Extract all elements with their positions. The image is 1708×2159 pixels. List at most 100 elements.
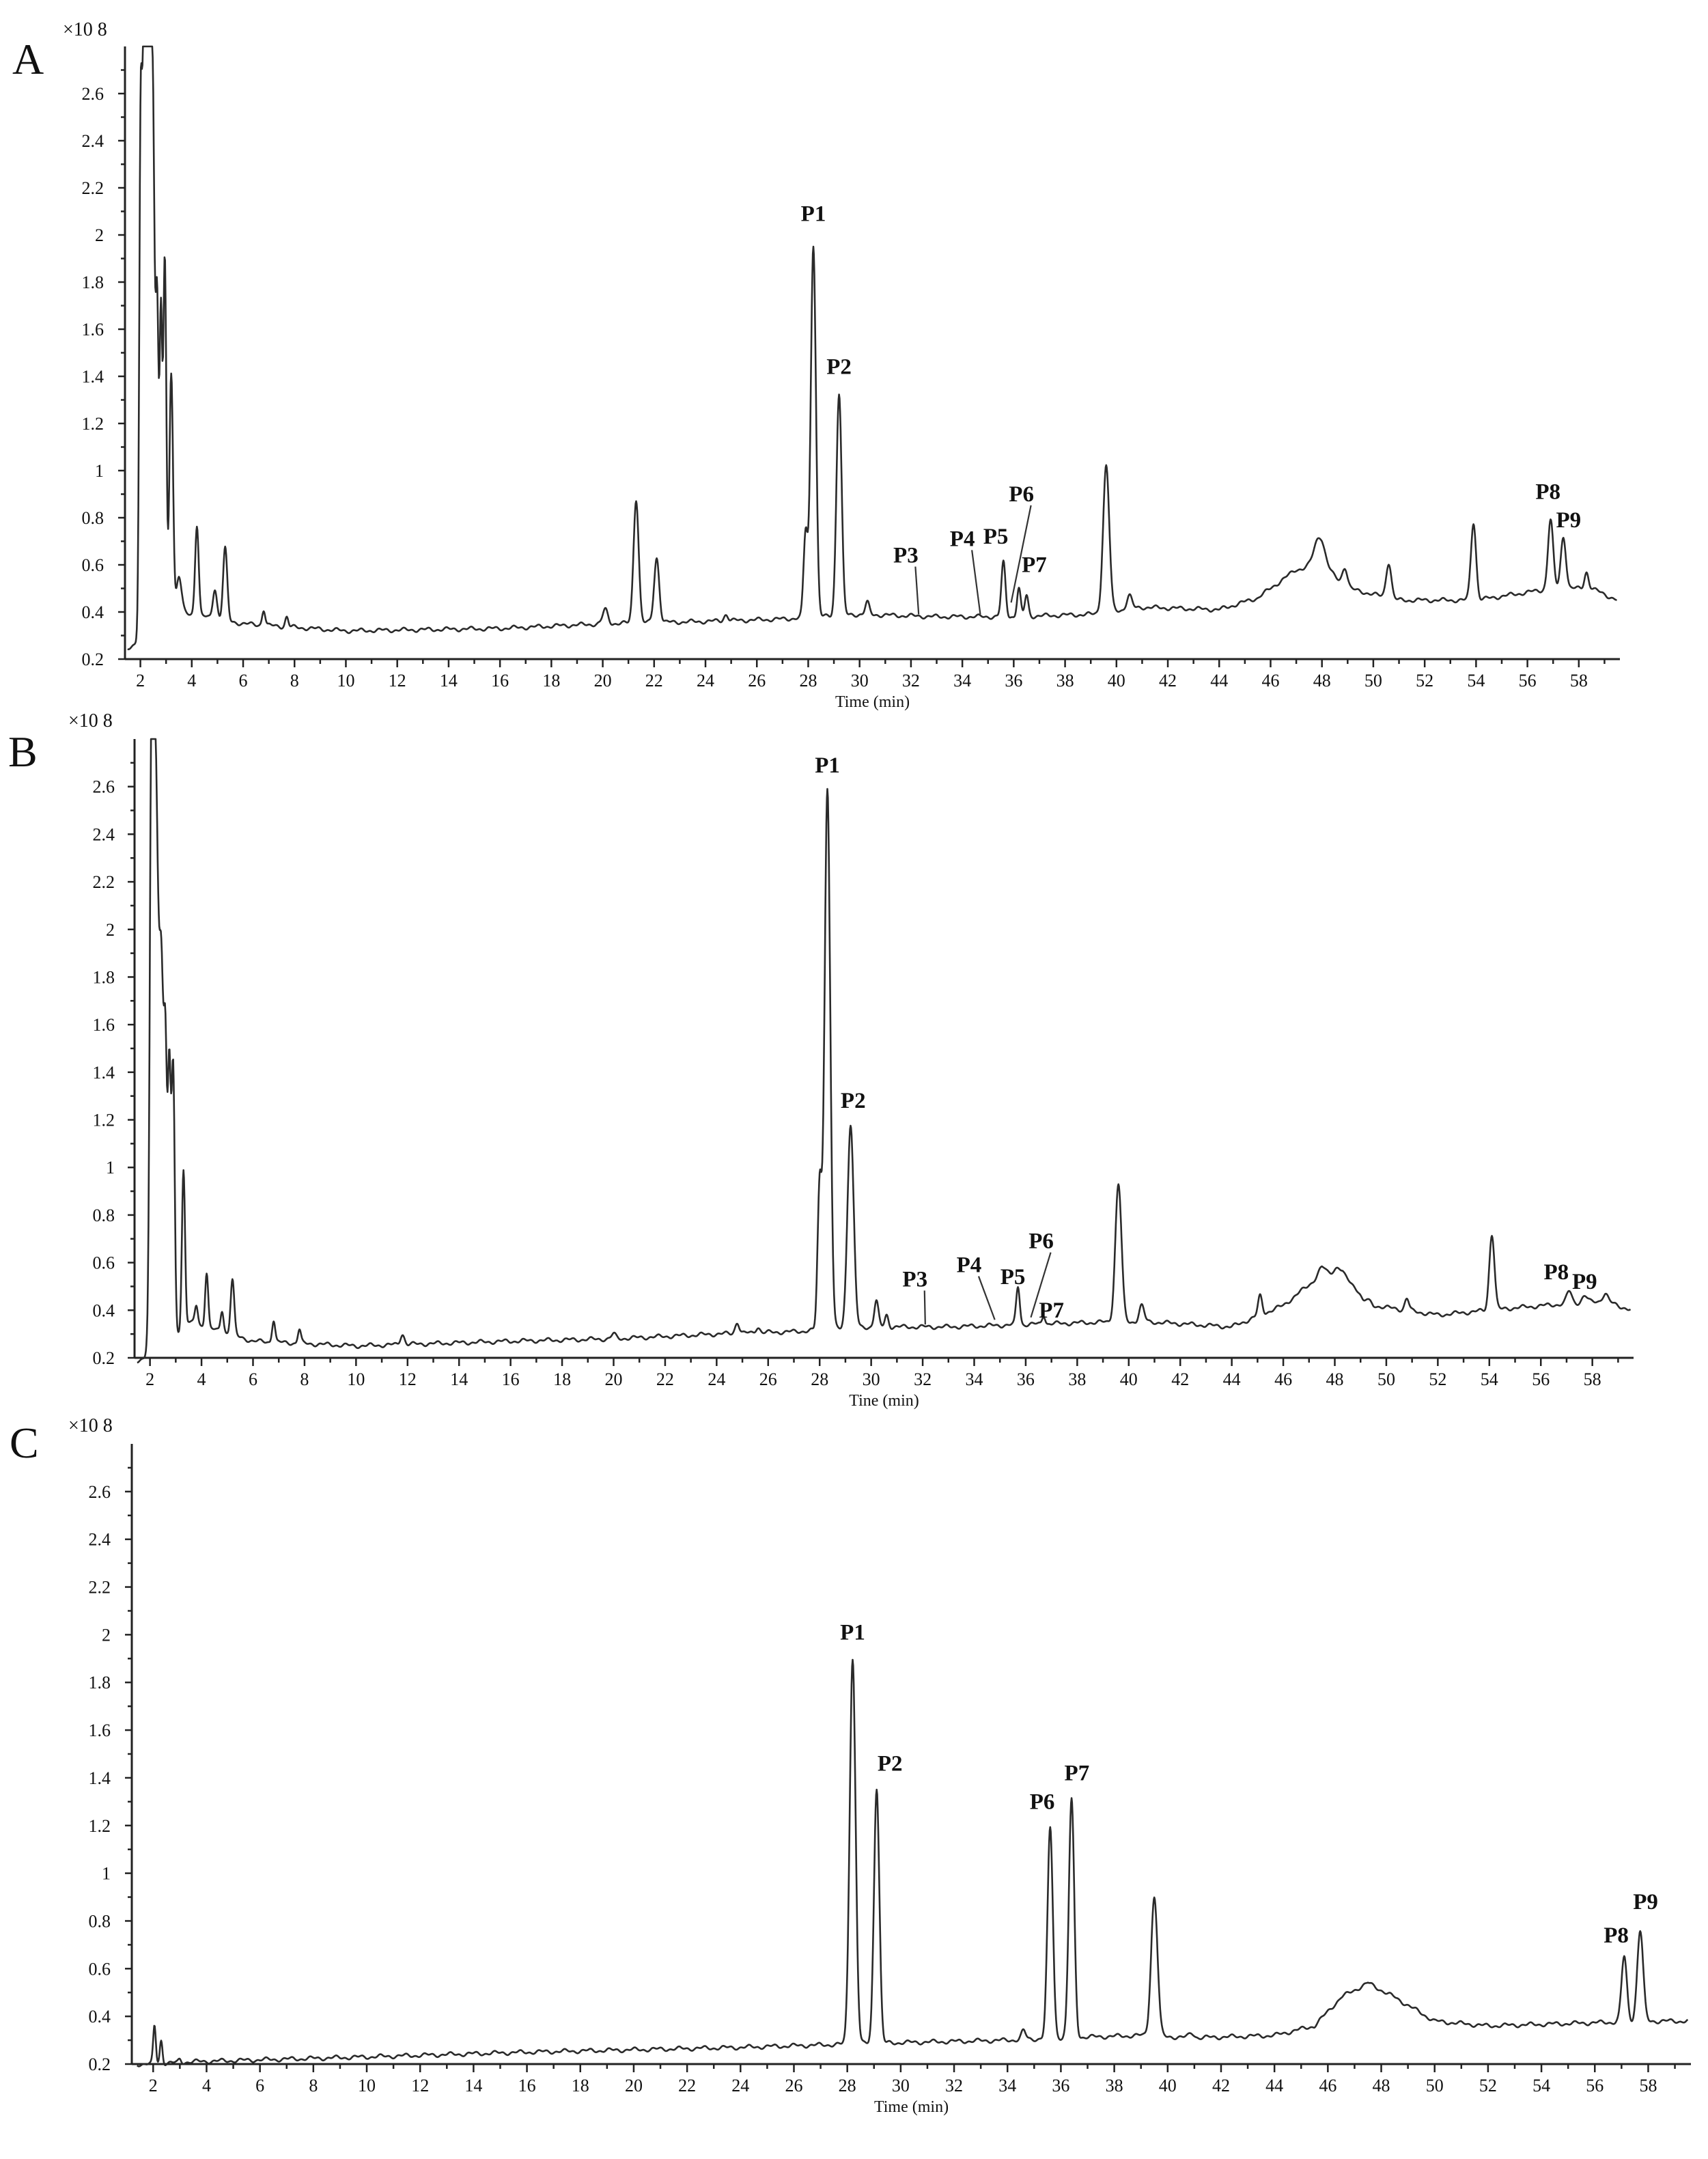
x-tick-label: 38	[1056, 671, 1074, 691]
x-tick-label: 6	[249, 1369, 257, 1389]
y-tick-label: 1.4	[82, 367, 104, 387]
x-tick-label: 42	[1159, 671, 1177, 691]
x-tick-label: 24	[708, 1369, 725, 1389]
x-axis-title: Time (min)	[835, 693, 910, 711]
y-scale-multiplier: ×10 8	[68, 1415, 113, 1436]
y-tick-label: 0.2	[89, 2054, 111, 2074]
x-tick-label: 18	[542, 671, 560, 691]
x-tick-label: 8	[300, 1369, 309, 1389]
x-tick-label: 34	[966, 1369, 983, 1389]
x-tick-label: 54	[1467, 671, 1485, 691]
y-tick-label: 1.6	[89, 1721, 111, 1740]
y-tick-label: 2.6	[89, 1482, 111, 1502]
peak-label: P6	[1009, 482, 1034, 507]
peak-label: P7	[1065, 1761, 1090, 1785]
x-tick-label: 32	[914, 1369, 932, 1389]
x-tick-label: 56	[1586, 2076, 1604, 2095]
peak-leader-line	[1030, 1252, 1052, 1318]
x-tick-label: 48	[1313, 671, 1331, 691]
x-tick-label: 36	[1017, 1369, 1035, 1389]
x-tick-label: 26	[759, 1369, 777, 1389]
x-tick-label: 40	[1159, 2076, 1177, 2095]
x-tick-label: 10	[347, 1369, 365, 1389]
x-tick-label: 38	[1106, 2076, 1123, 2095]
y-tick-label: 1.2	[89, 1816, 111, 1836]
x-tick-label: 14	[440, 671, 458, 691]
y-tick-label: 1.4	[93, 1063, 115, 1083]
x-tick-label: 30	[863, 1369, 880, 1389]
peak-label: P6	[1028, 1229, 1054, 1254]
peak-label: P7	[1039, 1298, 1064, 1323]
peak-label: P1	[801, 201, 826, 226]
x-tick-label: 32	[945, 2076, 963, 2095]
x-tick-label: 42	[1171, 1369, 1189, 1389]
x-tick-label: 36	[1005, 671, 1022, 691]
x-tick-label: 28	[811, 1369, 828, 1389]
x-tick-label: 16	[491, 671, 509, 691]
peak-label: P1	[815, 753, 840, 778]
x-tick-label: 6	[255, 2076, 264, 2095]
peak-label: P9	[1572, 1270, 1597, 1294]
peak-label: P4	[957, 1253, 982, 1278]
x-tick-label: 6	[239, 671, 248, 691]
y-tick-label: 2	[95, 225, 104, 245]
x-tick-label: 56	[1532, 1369, 1550, 1389]
x-tick-label: 44	[1265, 2076, 1283, 2095]
peak-label: P8	[1535, 479, 1560, 504]
x-tick-label: 44	[1210, 671, 1228, 691]
peak-label: P9	[1633, 1890, 1658, 1914]
y-tick-label: 0.8	[82, 508, 104, 528]
peak-label: P4	[950, 527, 975, 551]
x-tick-label: 32	[902, 671, 920, 691]
x-tick-label: 56	[1519, 671, 1537, 691]
peak-label: P2	[841, 1089, 866, 1113]
y-tick-label: 1	[102, 1864, 111, 1884]
x-tick-label: 54	[1532, 2076, 1550, 2095]
peak-label: P5	[983, 525, 1009, 549]
y-tick-label: 2.2	[82, 178, 104, 198]
peak-leader-line	[971, 550, 981, 615]
chromatogram-panel-b: 0.20.40.60.811.21.41.61.822.22.42.62 4 6 8 1…	[68, 710, 1634, 1410]
x-tick-label: 30	[892, 2076, 910, 2095]
y-tick-label: 0.6	[93, 1253, 115, 1273]
peak-label: P8	[1604, 1923, 1629, 1948]
x-tick-label: 2	[145, 1369, 154, 1389]
peak-label: P1	[840, 1620, 865, 1645]
y-tick-label: 2.4	[89, 1530, 111, 1550]
x-tick-label: 48	[1326, 1369, 1344, 1389]
x-tick-label: 8	[290, 671, 299, 691]
x-tick-label: 48	[1373, 2076, 1390, 2095]
x-tick-label: 28	[799, 671, 817, 691]
x-tick-label: 52	[1429, 1369, 1446, 1389]
x-tick-label: 58	[1570, 671, 1588, 691]
x-tick-label: 20	[594, 671, 612, 691]
x-tick-label: 2	[149, 2076, 158, 2095]
peak-leader-line	[1010, 505, 1032, 603]
x-tick-label: 18	[572, 2076, 589, 2095]
x-tick-label: 44	[1223, 1369, 1241, 1389]
x-tick-label: 18	[553, 1369, 571, 1389]
x-tick-label: 22	[678, 2076, 696, 2095]
chromatogram-panel-c: 0.20.40.60.811.21.41.61.822.22.42.62 4 6 8 1…	[68, 1415, 1691, 2116]
x-tick-label: 12	[411, 2076, 429, 2095]
x-tick-label: 26	[748, 671, 766, 691]
x-tick-label: 8	[309, 2076, 318, 2095]
x-tick-label: 14	[450, 1369, 468, 1389]
x-tick-label: 28	[839, 2076, 856, 2095]
x-tick-label: 38	[1068, 1369, 1086, 1389]
x-tick-label: 34	[998, 2076, 1016, 2095]
x-tick-label: 24	[731, 2076, 749, 2095]
y-tick-label: 0.4	[89, 2007, 111, 2026]
chromatogram-trace	[137, 738, 1632, 1364]
panel-b-letter: B	[8, 727, 38, 776]
y-tick-label: 1.2	[93, 1111, 115, 1130]
peak-label: P6	[1030, 1789, 1055, 1814]
x-tick-label: 46	[1274, 1369, 1292, 1389]
x-tick-label: 58	[1584, 1369, 1601, 1389]
peak-label: P7	[1022, 553, 1047, 577]
x-tick-label: 20	[604, 1369, 622, 1389]
y-tick-label: 1.8	[82, 273, 104, 292]
x-tick-label: 36	[1052, 2076, 1069, 2095]
peak-leader-line	[914, 566, 920, 615]
x-tick-label: 52	[1416, 671, 1433, 691]
